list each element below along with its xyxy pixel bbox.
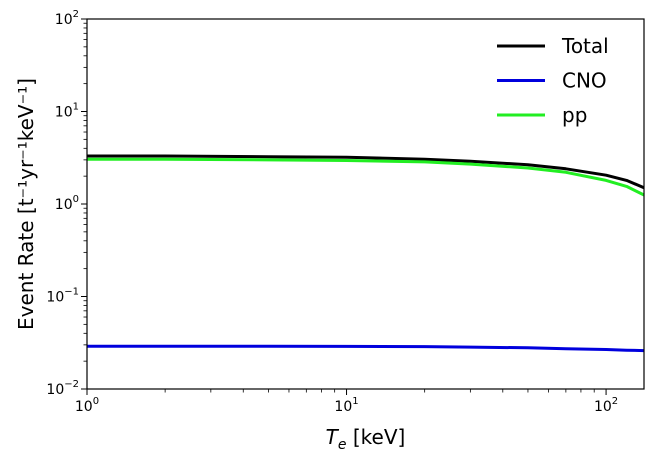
y-tick-label: 100 bbox=[55, 194, 79, 213]
series-line-total bbox=[87, 154, 645, 190]
series-line-cno bbox=[87, 344, 645, 353]
x-axis-label: Te [keV] bbox=[326, 425, 406, 453]
axis-ticks: 100 101 102 10−2 10−1 100 101 102 bbox=[46, 9, 618, 415]
series-lines bbox=[87, 154, 645, 353]
legend-label-cno: CNO bbox=[562, 69, 607, 93]
y-tick-label: 10−2 bbox=[46, 379, 79, 398]
legend-label-pp: pp bbox=[562, 103, 587, 127]
x-tick-label: 101 bbox=[334, 396, 358, 415]
y-tick-label: 101 bbox=[55, 102, 79, 121]
series-line-pp bbox=[87, 157, 645, 197]
y-axis-label: Event Rate [t⁻¹yr⁻¹keV⁻¹] bbox=[14, 78, 38, 330]
plot-frame bbox=[86, 18, 645, 390]
y-tick-label: 10−1 bbox=[46, 287, 79, 306]
legend: Total CNO pp bbox=[497, 34, 609, 127]
x-axis-label-sub: e bbox=[338, 437, 347, 453]
x-tick-label: 102 bbox=[594, 396, 618, 415]
legend-label-total: Total bbox=[561, 34, 609, 58]
y-tick-label: 102 bbox=[55, 9, 79, 28]
x-tick-label: 100 bbox=[75, 396, 99, 415]
x-axis-label-unit: [keV] bbox=[347, 425, 406, 449]
x-axis-label-main: T bbox=[326, 425, 340, 449]
